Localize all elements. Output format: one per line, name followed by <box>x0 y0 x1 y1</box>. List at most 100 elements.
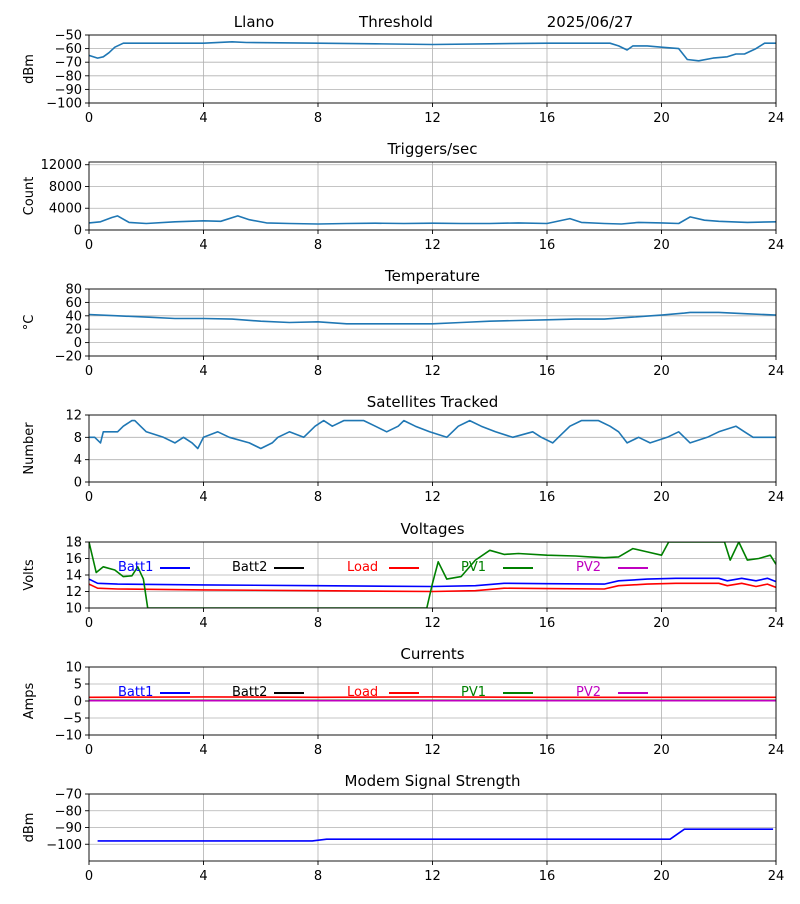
legend-label-batt2: Batt2 <box>232 685 267 700</box>
x-tick-label: 0 <box>85 364 93 379</box>
x-tick-label: 16 <box>539 111 556 126</box>
x-tick-label: 4 <box>199 490 207 505</box>
legend-label-batt1: Batt1 <box>118 560 153 575</box>
chart-title: Currents <box>400 645 464 663</box>
x-tick-label: 12 <box>424 111 441 126</box>
header-site: Llano <box>234 13 274 31</box>
legend-label-load: Load <box>347 685 378 700</box>
x-tick-label: 4 <box>199 616 207 631</box>
x-tick-label: 16 <box>539 490 556 505</box>
x-tick-label: 0 <box>85 743 93 758</box>
y-tick-label: 80 <box>65 283 82 298</box>
x-tick-label: 4 <box>199 111 207 126</box>
y-tick-label: −100 <box>46 838 82 853</box>
y-axis-label: Count <box>22 177 37 216</box>
x-tick-label: 16 <box>539 869 556 884</box>
y-tick-label: 60 <box>65 296 82 311</box>
y-tick-label: −70 <box>55 788 82 803</box>
y-tick-label: 4000 <box>49 202 82 217</box>
x-tick-label: 20 <box>653 490 670 505</box>
x-tick-label: 8 <box>314 490 322 505</box>
y-tick-label: 8 <box>74 431 82 446</box>
x-tick-label: 4 <box>199 869 207 884</box>
y-axis-label: Number <box>22 422 37 475</box>
y-tick-label: −100 <box>46 97 82 112</box>
y-tick-label: 0 <box>74 336 82 351</box>
x-tick-label: 8 <box>314 616 322 631</box>
x-tick-label: 12 <box>424 364 441 379</box>
y-tick-label: −60 <box>55 42 82 57</box>
x-tick-label: 16 <box>539 616 556 631</box>
y-tick-label: −20 <box>55 350 82 365</box>
y-tick-label: 0 <box>74 224 82 239</box>
legend-label-load: Load <box>347 560 378 575</box>
y-tick-label: 0 <box>74 695 82 710</box>
legend-label-batt2: Batt2 <box>232 560 267 575</box>
legend-label-pv1: PV1 <box>461 560 486 575</box>
y-tick-label: 10 <box>65 661 82 676</box>
legend-label-batt1: Batt1 <box>118 685 153 700</box>
x-tick-label: 0 <box>85 869 93 884</box>
x-tick-label: 4 <box>199 743 207 758</box>
y-axis-label: °C <box>22 315 37 331</box>
x-tick-label: 8 <box>314 111 322 126</box>
x-tick-label: 12 <box>424 743 441 758</box>
x-tick-label: 20 <box>653 111 670 126</box>
x-tick-label: 0 <box>85 111 93 126</box>
y-axis-label: Volts <box>22 559 37 591</box>
x-tick-label: 16 <box>539 743 556 758</box>
y-tick-label: 12 <box>65 585 82 600</box>
y-tick-label: 12 <box>65 409 82 424</box>
x-tick-label: 12 <box>424 238 441 253</box>
x-tick-label: 8 <box>314 869 322 884</box>
y-tick-label: 5 <box>74 678 82 693</box>
y-tick-label: 16 <box>65 552 82 567</box>
x-tick-label: 12 <box>424 490 441 505</box>
x-tick-label: 0 <box>85 238 93 253</box>
y-tick-label: −5 <box>63 712 82 727</box>
header-mode: Threshold <box>358 13 433 31</box>
y-tick-label: 20 <box>65 323 82 338</box>
x-tick-label: 24 <box>768 616 785 631</box>
y-axis-label: dBm <box>22 813 37 843</box>
chart-title: Triggers/sec <box>387 140 478 158</box>
chart-title: Voltages <box>400 520 464 538</box>
x-tick-label: 16 <box>539 364 556 379</box>
y-tick-label: −90 <box>55 83 82 98</box>
x-tick-label: 8 <box>314 238 322 253</box>
y-tick-label: −50 <box>55 29 82 44</box>
y-tick-label: 14 <box>65 569 82 584</box>
header-date: 2025/06/27 <box>547 13 633 31</box>
x-tick-label: 20 <box>653 364 670 379</box>
x-tick-label: 24 <box>768 364 785 379</box>
x-tick-label: 4 <box>199 364 207 379</box>
y-tick-label: 18 <box>65 536 82 551</box>
y-tick-label: −10 <box>55 729 82 744</box>
y-tick-label: −70 <box>55 56 82 71</box>
legend-label-pv1: PV1 <box>461 685 486 700</box>
x-tick-label: 24 <box>768 869 785 884</box>
y-tick-label: 4 <box>74 453 82 468</box>
x-tick-label: 12 <box>424 616 441 631</box>
y-tick-label: 8000 <box>49 180 82 195</box>
chart-title: Satellites Tracked <box>367 393 498 411</box>
y-tick-label: −80 <box>55 69 82 84</box>
x-tick-label: 24 <box>768 238 785 253</box>
y-axis-label: dBm <box>22 54 37 84</box>
x-tick-label: 8 <box>314 364 322 379</box>
y-tick-label: 0 <box>74 476 82 491</box>
legend-label-pv2: PV2 <box>576 560 601 575</box>
x-tick-label: 4 <box>199 238 207 253</box>
legend-label-pv2: PV2 <box>576 685 601 700</box>
y-tick-label: 12000 <box>41 158 82 173</box>
x-tick-label: 20 <box>653 616 670 631</box>
y-axis-label: Amps <box>22 682 37 719</box>
chart-title: Modem Signal Strength <box>345 772 521 790</box>
x-tick-label: 0 <box>85 490 93 505</box>
x-tick-label: 12 <box>424 869 441 884</box>
x-tick-label: 20 <box>653 869 670 884</box>
x-tick-label: 20 <box>653 743 670 758</box>
